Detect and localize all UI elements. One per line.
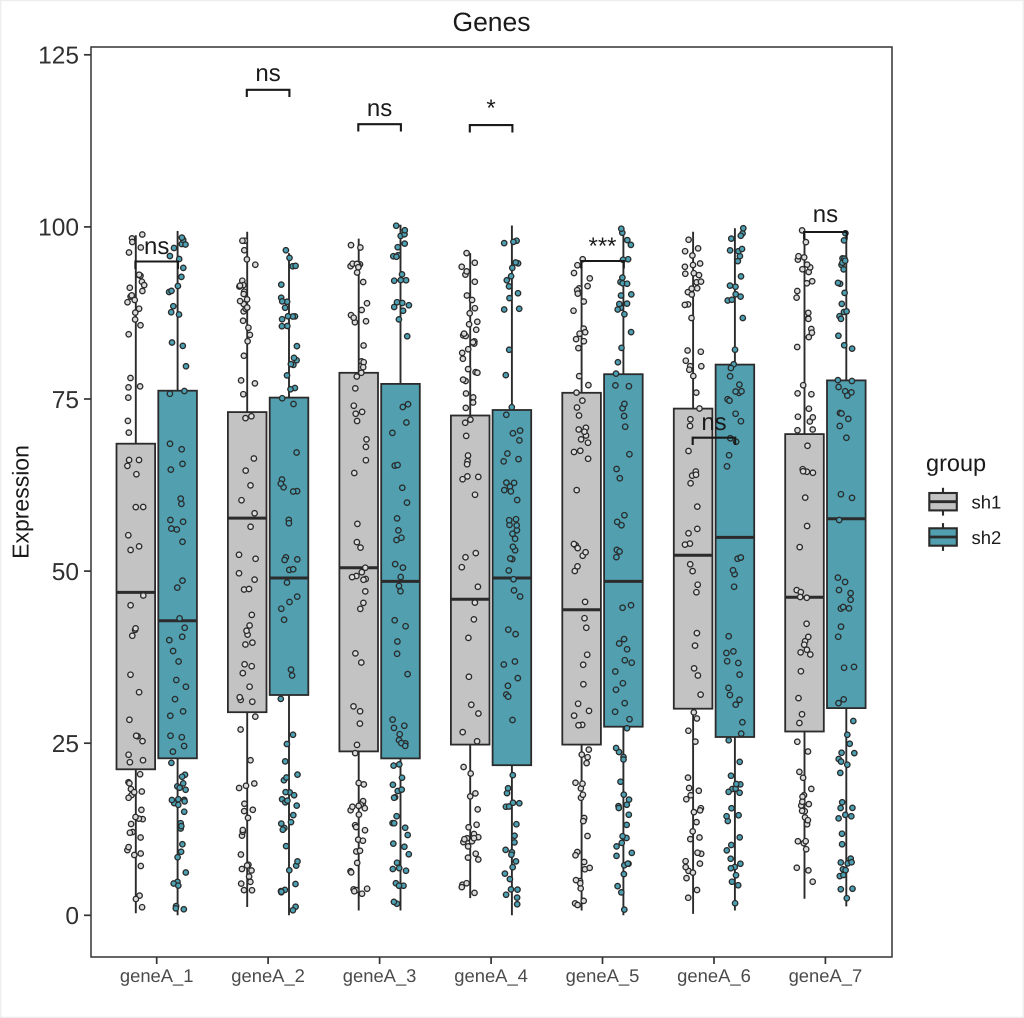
svg-text:geneA_6: geneA_6 — [677, 965, 751, 986]
svg-text:geneA_3: geneA_3 — [343, 965, 417, 986]
svg-text:100: 100 — [38, 215, 79, 242]
svg-text:ns: ns — [701, 409, 726, 436]
svg-text:sh1: sh1 — [972, 492, 1002, 513]
svg-text:Genes: Genes — [452, 7, 530, 37]
svg-text:Expression: Expression — [8, 445, 34, 559]
svg-text:sh2: sh2 — [972, 527, 1002, 548]
svg-text:geneA_7: geneA_7 — [789, 965, 863, 986]
svg-text:0: 0 — [65, 903, 79, 930]
svg-text:***: *** — [588, 233, 616, 260]
svg-text:50: 50 — [52, 559, 79, 586]
svg-text:ns: ns — [144, 233, 169, 260]
svg-text:*: * — [486, 95, 495, 122]
svg-text:geneA_5: geneA_5 — [566, 965, 640, 986]
svg-text:geneA_2: geneA_2 — [231, 965, 305, 986]
svg-text:125: 125 — [38, 43, 79, 70]
svg-text:25: 25 — [52, 731, 79, 758]
svg-text:group: group — [926, 450, 986, 476]
svg-text:ns: ns — [813, 201, 838, 228]
svg-text:geneA_1: geneA_1 — [120, 965, 194, 986]
svg-text:ns: ns — [255, 60, 280, 87]
svg-text:ns: ns — [367, 95, 392, 122]
svg-text:geneA_4: geneA_4 — [454, 965, 528, 986]
svg-text:75: 75 — [52, 387, 79, 414]
